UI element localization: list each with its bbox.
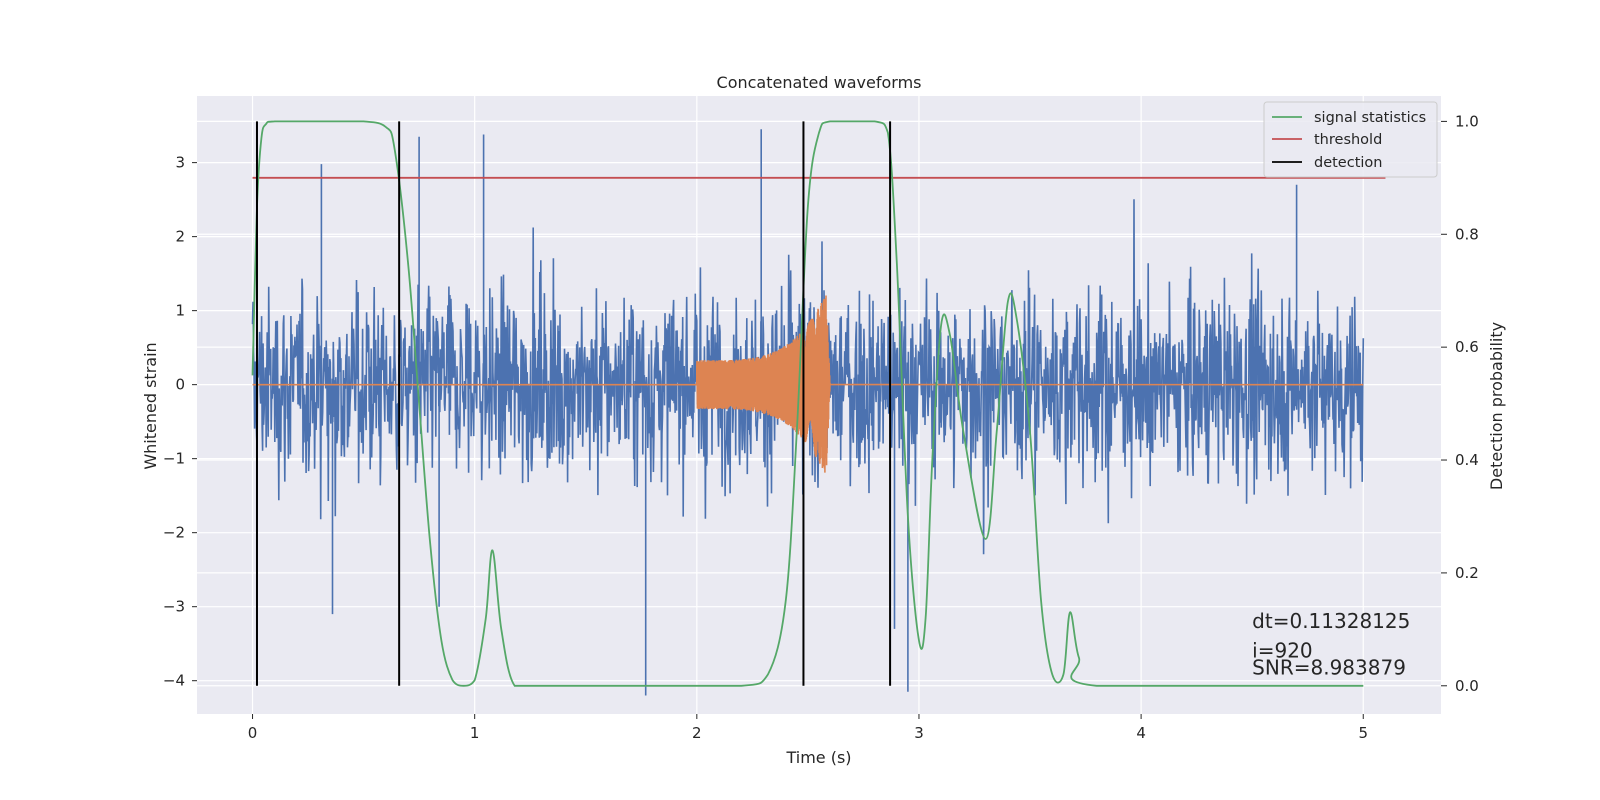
y2-axis-label: Detection probability xyxy=(1487,322,1506,490)
y-tick-label: −4 xyxy=(163,672,185,690)
x-tick-label: 5 xyxy=(1358,724,1368,742)
legend: signal statistics threshold detection xyxy=(1263,101,1438,178)
y2-tick-label: 0.0 xyxy=(1455,677,1479,695)
x-axis-label: Time (s) xyxy=(785,748,851,767)
legend-label-threshold: threshold xyxy=(1314,132,1382,148)
data-layer xyxy=(251,120,1386,696)
y-tick-label: 1 xyxy=(175,302,185,320)
x-tick-label: 0 xyxy=(248,724,258,742)
strain-noise-line xyxy=(251,129,1365,696)
legend-label-detection: detection xyxy=(1314,155,1382,171)
signal-statistics-line xyxy=(251,120,1364,687)
chart-title: Concatenated waveforms xyxy=(717,73,922,92)
x-tick-label: 4 xyxy=(1136,724,1146,742)
y2-tick-label: 0.8 xyxy=(1455,225,1479,243)
y-tick-label: −1 xyxy=(163,450,185,468)
y-tick-label: 0 xyxy=(175,376,185,394)
x-tick-label: 2 xyxy=(692,724,702,742)
annotation-text: SNR=8.983879 xyxy=(1252,655,1406,679)
injected-chirp-line xyxy=(252,295,1364,473)
annotation-text: i=920 xyxy=(1252,639,1313,663)
y-tick-label: 3 xyxy=(175,154,185,172)
y-tick-label: 2 xyxy=(175,228,185,246)
y2-tick-label: 0.6 xyxy=(1455,338,1479,356)
legend-label-signal-statistics: signal statistics xyxy=(1314,110,1426,126)
y-axis-label: Whitened strain xyxy=(141,342,160,469)
x-tick-label: 3 xyxy=(914,724,924,742)
axis-ticks: 0 1 2 3 4 5 3 2 1 0 −1 −2 −3 −4 1.0 0.8 0.6 0.4 0.2 0.0 xyxy=(163,112,1479,742)
y2-tick-label: 0.4 xyxy=(1455,451,1479,469)
y2-tick-label: 1.0 xyxy=(1455,112,1479,130)
annotation-text: dt=0.11328125 xyxy=(1252,609,1410,633)
x-tick-label: 1 xyxy=(470,724,480,742)
legend-box xyxy=(1263,101,1438,178)
y-tick-label: −3 xyxy=(163,598,185,616)
y-tick-label: −2 xyxy=(163,524,185,542)
y2-tick-label: 0.2 xyxy=(1455,564,1479,582)
